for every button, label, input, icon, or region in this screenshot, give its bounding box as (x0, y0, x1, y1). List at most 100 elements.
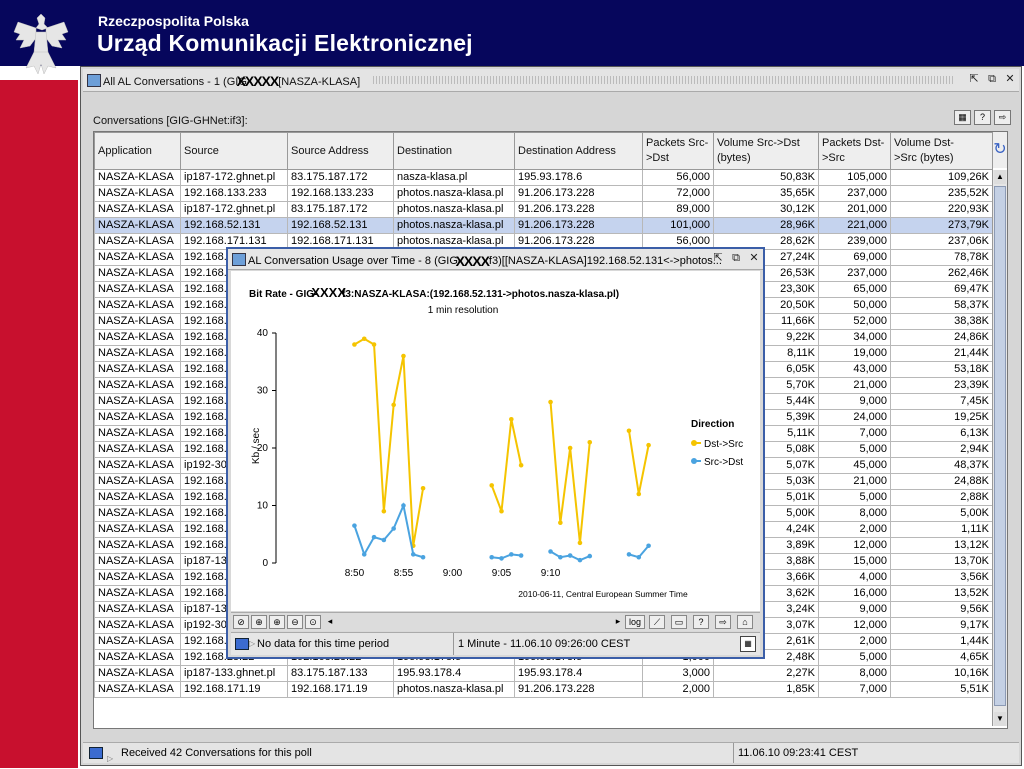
table-cell: photos.nasza-klasa.pl (393, 681, 515, 698)
window-titlebar[interactable]: All AL Conversations - 1 (GIG-XXXXX[NASZ… (83, 69, 1019, 92)
table-row[interactable]: NASZA-KLASA ip187-172.ghnet.pl 83.175.187.… (94, 169, 993, 186)
table-cell: 69,000 (818, 249, 891, 266)
refresh-icon[interactable]: ↻ (992, 132, 1007, 168)
table-cell: 30,12K (713, 201, 819, 218)
chart-window-titlebar[interactable]: AL Conversation Usage over Time - 8 (GIG… (228, 249, 763, 270)
help-icon[interactable]: ? (693, 615, 709, 629)
maximize-icon[interactable]: ⧉ (732, 252, 740, 264)
chart-window-title: AL Conversation Usage over Time - 8 (GIG… (248, 253, 722, 269)
table-cell: NASZA-KLASA (94, 473, 181, 490)
titlebar-grip (373, 76, 953, 84)
table-row[interactable]: NASZA-KLASA 192.168.171.131 192.168.171.13… (94, 233, 993, 250)
maximize-icon[interactable]: ⧉ (988, 73, 996, 85)
table-cell: 192.168.133.233 (287, 185, 394, 202)
data-point (381, 508, 387, 514)
data-point (577, 540, 583, 546)
data-point (499, 556, 504, 561)
table-row[interactable]: NASZA-KLASA 192.168.171.19 192.168.171.19 p… (94, 681, 993, 698)
table-cell: 5,000 (818, 489, 891, 506)
column-header[interactable]: Destination Address (514, 132, 643, 170)
line-style-icon[interactable]: ⟋ (649, 615, 665, 629)
table-cell: 24,86K (890, 329, 993, 346)
table-cell: 1,85K (713, 681, 819, 698)
table-cell: 221,000 (818, 217, 891, 234)
chart-area: Bit Rate - GIG-XXXXf3:NASZA-KLASA:(192.1… (231, 271, 760, 611)
table-cell: NASZA-KLASA (94, 441, 181, 458)
close-icon[interactable]: ✕ (1005, 73, 1015, 85)
table-cell: 83.175.187.172 (287, 169, 394, 186)
table-cell: 21,44K (890, 345, 993, 362)
column-header[interactable]: Volume Src->Dst (bytes) (713, 132, 819, 170)
table-cell: 101,000 (642, 217, 714, 234)
table-cell: 21,000 (818, 473, 891, 490)
data-point (567, 445, 573, 451)
zoom-in-icon[interactable]: ⊕ (269, 615, 285, 629)
table-view-icon[interactable]: ▦ (954, 110, 971, 125)
table-cell: 4,000 (818, 569, 891, 586)
column-header[interactable]: Source Address (287, 132, 394, 170)
scroll-up-icon[interactable]: ▲ (994, 170, 1006, 184)
table-row[interactable]: NASZA-KLASA ip187-133.ghnet.pl 83.175.187.… (94, 665, 993, 682)
table-header-row: Application Source Source Address Destinati… (94, 132, 993, 170)
column-header[interactable]: Packets Dst->Src (818, 132, 891, 170)
undock-icon[interactable]: ⇱ (713, 252, 723, 264)
table-row[interactable]: NASZA-KLASA 192.168.133.233 192.168.133.23… (94, 185, 993, 202)
table-cell: 83.175.187.172 (287, 201, 394, 218)
table-cell: 12,000 (818, 537, 891, 554)
table-toolbar: ▦ ? ⇨ (954, 110, 1011, 125)
table-cell: NASZA-KLASA (94, 633, 181, 650)
data-point (558, 520, 563, 526)
zoom-out-icon[interactable]: ⊖ (287, 615, 303, 629)
table-row[interactable]: NASZA-KLASA ip187-172.ghnet.pl 83.175.187.… (94, 201, 993, 218)
redaction-mark: XXXXX (236, 73, 280, 89)
zoom-reset-icon[interactable]: ⊘ (233, 615, 249, 629)
log-scale-toggle[interactable]: log (625, 615, 645, 629)
table-cell: 19,000 (818, 345, 891, 362)
table-cell: 7,45K (890, 393, 993, 410)
table-cell: 16,000 (818, 585, 891, 602)
table-cell: 192.168.52.131 (287, 217, 394, 234)
export-icon[interactable]: ⇨ (994, 110, 1011, 125)
calendar-icon[interactable]: ▦ (740, 636, 756, 652)
table-cell: 192.168.171.131 (180, 233, 288, 250)
scroll-down-icon[interactable]: ▼ (994, 712, 1006, 726)
scroll-right-icon[interactable]: ▸ (615, 616, 621, 626)
table-cell: 83.175.187.133 (287, 665, 394, 682)
table-cell: 2,27K (713, 665, 819, 682)
table-cell: 10,16K (890, 665, 993, 682)
table-view-icon[interactable]: ▭ (671, 615, 687, 629)
scrollbar-thumb[interactable] (994, 186, 1006, 706)
column-header[interactable]: Packets Src->Dst (642, 132, 714, 170)
table-cell: 195.93.178.6 (514, 169, 643, 186)
column-header[interactable]: Volume Dst->Src (bytes) (890, 132, 993, 170)
legend-label: Src->Dst (704, 457, 743, 468)
x-tick-label: 9:00 (443, 568, 463, 579)
close-icon[interactable]: ✕ (749, 252, 759, 264)
table-cell: 52,000 (818, 313, 891, 330)
help-icon[interactable]: ? (974, 110, 991, 125)
legend-label: Dst->Src (704, 439, 743, 450)
scroll-left-icon[interactable]: ◂ (327, 616, 333, 626)
column-header[interactable]: Source (180, 132, 288, 170)
print-icon[interactable]: ⌂ (737, 615, 753, 629)
table-cell: 195.93.178.4 (514, 665, 643, 682)
column-header[interactable]: Destination (393, 132, 515, 170)
bit-rate-chart: Bit Rate - GIG-XXXXf3:NASZA-KLASA:(192.1… (249, 285, 743, 599)
export-icon[interactable]: ⇨ (715, 615, 731, 629)
table-cell: 9,000 (818, 601, 891, 618)
zoom-fit-icon[interactable]: ⊕ (251, 615, 267, 629)
table-cell: 237,000 (818, 185, 891, 202)
table-cell: 3,000 (642, 665, 714, 682)
table-cell: 2,94K (890, 441, 993, 458)
status-arrow-icon: ▷ (107, 754, 114, 763)
table-row[interactable]: NASZA-KLASA 192.168.52.131 192.168.52.131 p… (94, 217, 993, 234)
x-tick-label: 8:55 (394, 568, 414, 579)
undock-icon[interactable]: ⇱ (969, 73, 979, 85)
data-point (509, 416, 514, 422)
zoom-select-icon[interactable]: ⊙ (305, 615, 321, 629)
chart-toolbar: ⊘ ⊕ ⊕ ⊖ ⊙ ◂ ▸ log ⟋ ▭ ? ⇨ ⌂ (231, 612, 760, 631)
data-point (381, 537, 387, 543)
legend-title: Direction (691, 419, 734, 430)
column-header[interactable]: Application (94, 132, 181, 170)
table-scrollbar[interactable]: ▲ ▼ (992, 170, 1007, 726)
